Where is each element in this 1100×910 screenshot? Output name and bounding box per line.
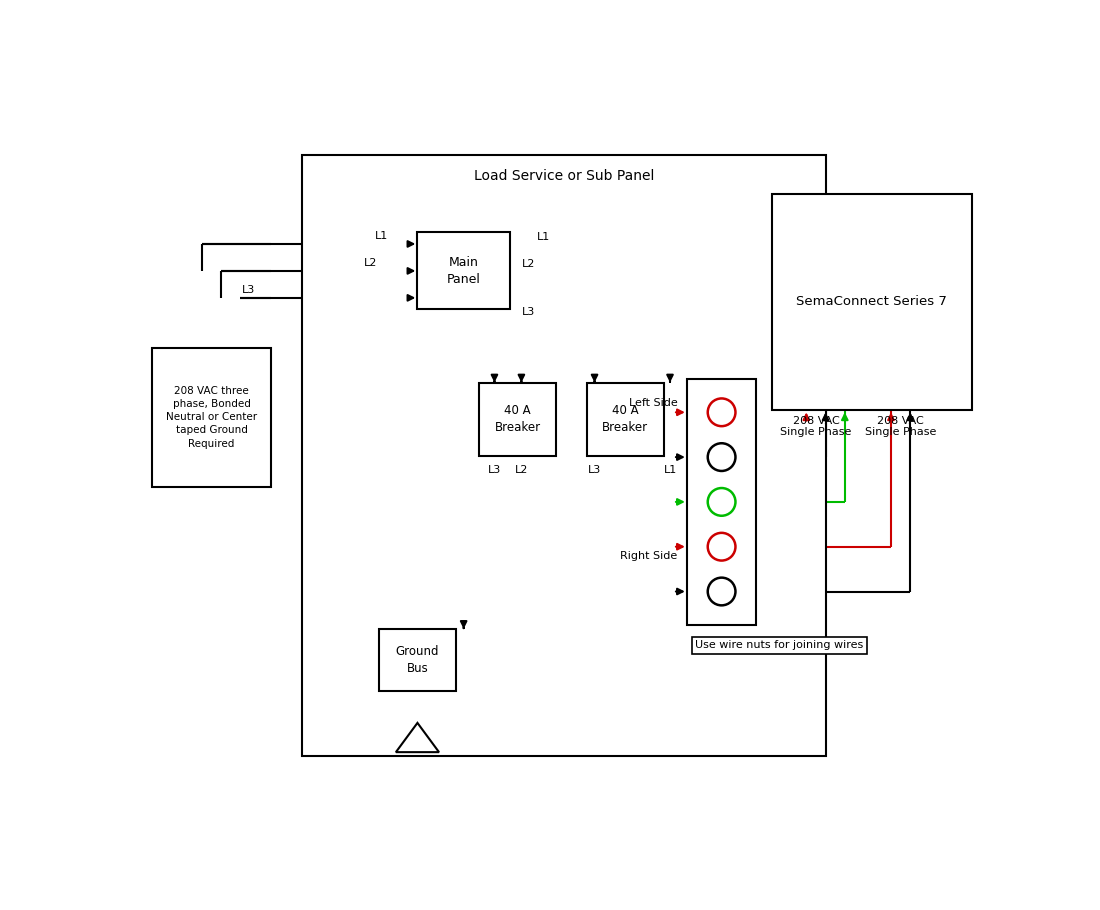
Text: L3: L3 <box>587 465 602 475</box>
Text: Right Side: Right Side <box>620 551 678 561</box>
Text: 208 VAC
Single Phase: 208 VAC Single Phase <box>865 416 936 438</box>
Bar <box>152 348 272 487</box>
Bar <box>301 156 825 756</box>
Text: L3: L3 <box>487 465 502 475</box>
Text: L2: L2 <box>364 258 377 268</box>
Bar <box>480 382 556 456</box>
Text: Left Side: Left Side <box>629 399 678 409</box>
Circle shape <box>707 533 736 561</box>
Polygon shape <box>396 723 439 753</box>
Circle shape <box>707 443 736 471</box>
Text: L2: L2 <box>515 465 528 475</box>
Text: 208 VAC
Single Phase: 208 VAC Single Phase <box>780 416 851 438</box>
Text: Main
Panel: Main Panel <box>447 256 481 286</box>
Bar <box>586 382 663 456</box>
Text: L3: L3 <box>242 285 255 295</box>
Bar <box>418 232 509 309</box>
Bar <box>686 379 757 625</box>
Circle shape <box>707 488 736 516</box>
Text: Use wire nuts for joining wires: Use wire nuts for joining wires <box>695 641 864 651</box>
Bar <box>378 629 456 691</box>
Text: L1: L1 <box>375 231 388 241</box>
Text: L2: L2 <box>521 259 535 269</box>
Text: L3: L3 <box>521 307 535 317</box>
Text: Ground
Bus: Ground Bus <box>396 645 439 674</box>
Text: 40 A
Breaker: 40 A Breaker <box>603 404 648 434</box>
Text: L1: L1 <box>537 232 550 242</box>
Text: 40 A
Breaker: 40 A Breaker <box>495 404 540 434</box>
Circle shape <box>707 578 736 605</box>
Text: 208 VAC three
phase, Bonded
Neutral or Center
taped Ground
Required: 208 VAC three phase, Bonded Neutral or C… <box>166 386 257 449</box>
Text: L1: L1 <box>663 465 676 475</box>
Text: SemaConnect Series 7: SemaConnect Series 7 <box>796 295 947 308</box>
Bar <box>772 194 972 410</box>
Circle shape <box>707 399 736 426</box>
Text: Load Service or Sub Panel: Load Service or Sub Panel <box>474 169 653 183</box>
